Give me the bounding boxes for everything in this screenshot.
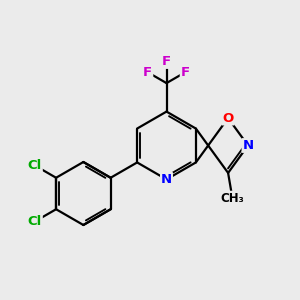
Text: F: F — [181, 66, 190, 79]
Text: Cl: Cl — [28, 159, 42, 172]
Text: N: N — [161, 173, 172, 186]
Text: O: O — [223, 112, 234, 124]
Text: Cl: Cl — [28, 215, 42, 228]
Text: N: N — [242, 139, 253, 152]
Text: F: F — [162, 55, 171, 68]
Text: CH₃: CH₃ — [220, 192, 244, 205]
Text: F: F — [143, 66, 152, 79]
